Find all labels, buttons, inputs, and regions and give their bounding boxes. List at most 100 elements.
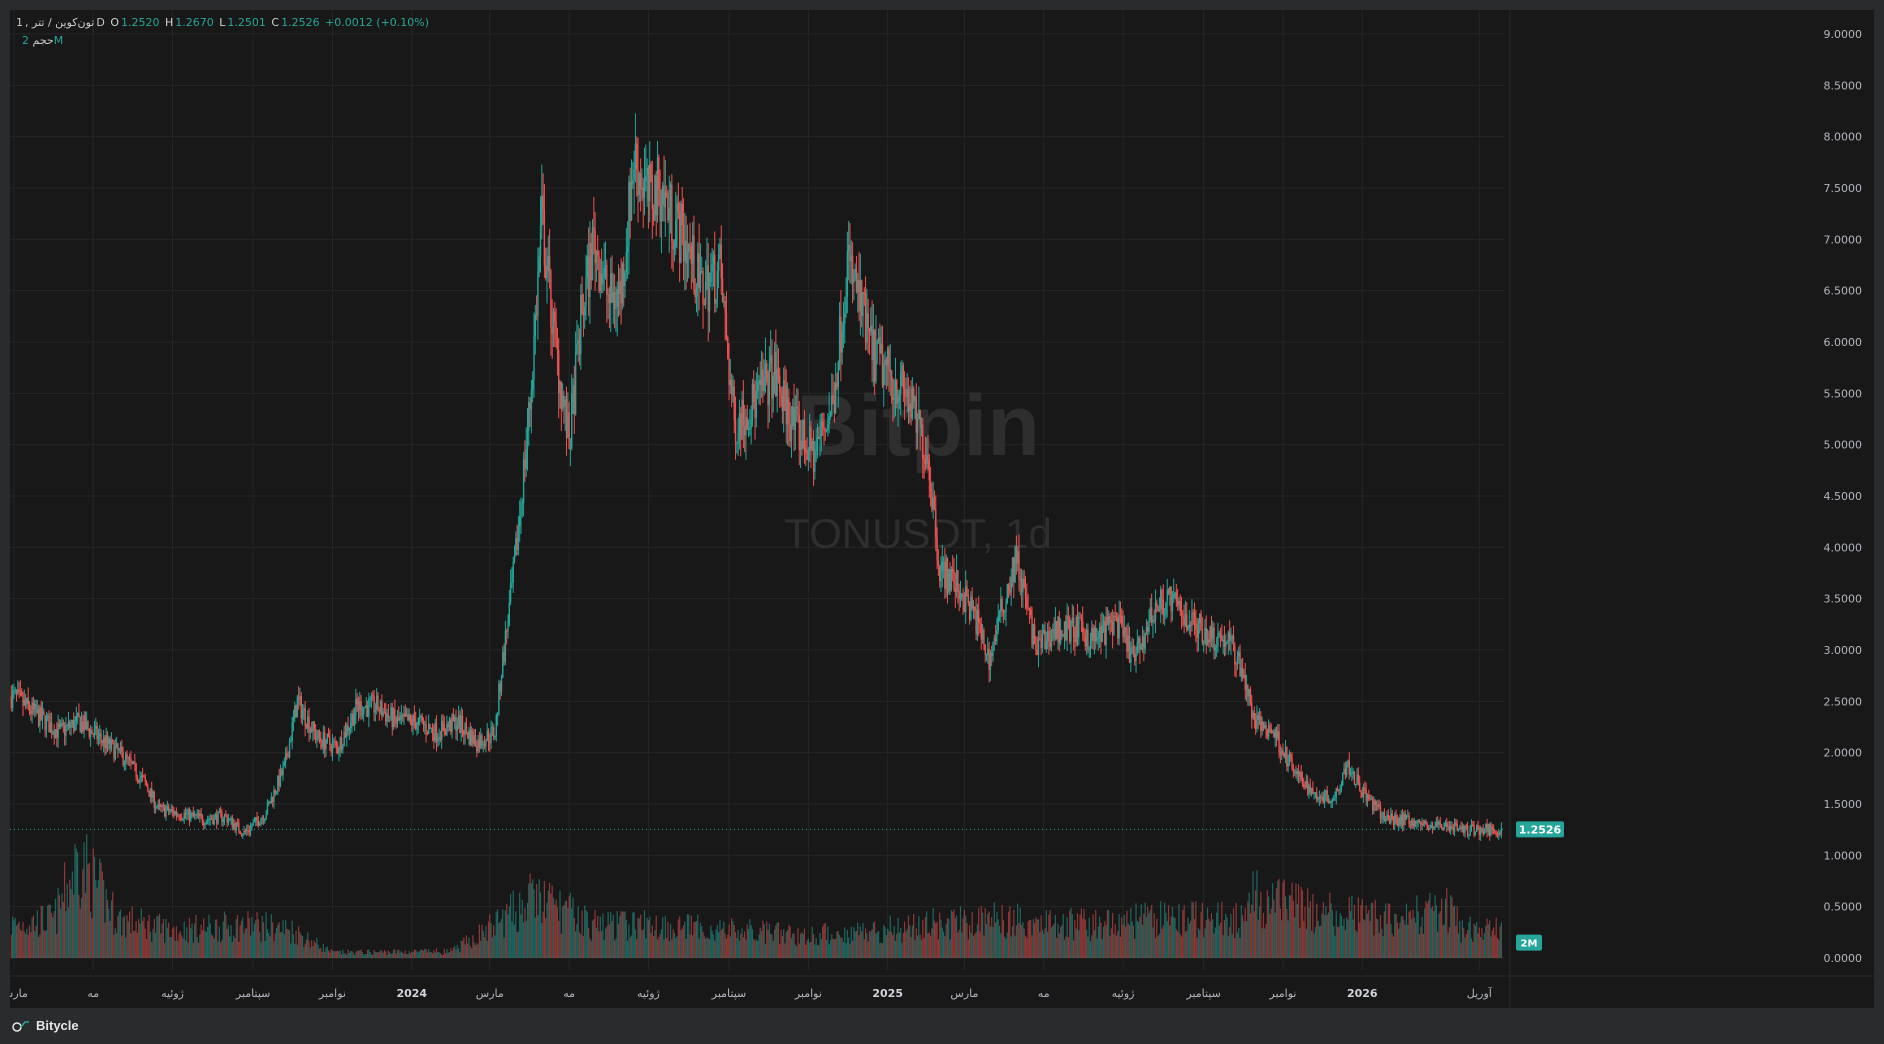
volume-bar (1031, 935, 1033, 958)
candle-body (1394, 814, 1396, 825)
candle-body (508, 602, 511, 626)
candle-body (870, 325, 872, 332)
candle-body (928, 459, 930, 481)
volume-bar (919, 934, 921, 958)
volume-bar (338, 951, 340, 958)
volume-bar (1339, 913, 1341, 958)
volume-bar (38, 936, 40, 958)
candle-body (290, 741, 292, 743)
volume-bar (523, 922, 525, 958)
candle-body (1459, 826, 1461, 829)
volume-bar (455, 949, 457, 958)
candle-body (47, 715, 49, 718)
candle-body (704, 281, 707, 305)
candle-body (489, 742, 491, 744)
volume-bar (859, 926, 861, 958)
volume-bar (1457, 933, 1460, 958)
pair-name[interactable]: تون‌کوین / تتر (32, 16, 95, 29)
candle-body (1136, 642, 1139, 652)
volume-bar (608, 924, 611, 958)
candle-body (550, 271, 552, 327)
volume-bar (961, 932, 963, 958)
footer-brand[interactable]: Bitycle (12, 1018, 79, 1033)
volume-bar (890, 931, 893, 958)
volume-bar (721, 928, 724, 958)
volume-bar (806, 940, 808, 958)
volume-bar (1221, 901, 1223, 958)
volume-bar (989, 926, 991, 958)
candle-body (210, 818, 213, 820)
volume-bar (918, 916, 920, 958)
volume-bar (1242, 914, 1244, 958)
volume-bar (88, 862, 90, 958)
candle-body (637, 169, 639, 196)
candle-body (1110, 620, 1113, 623)
candle-body (217, 811, 219, 824)
volume-bar (1396, 922, 1398, 958)
candle-body (1102, 621, 1105, 625)
volume-bar (402, 952, 404, 958)
candle-body (546, 271, 548, 279)
volume-bar (604, 928, 607, 958)
candle-body (141, 775, 144, 777)
candle-body (1045, 641, 1048, 650)
volume-bar (66, 883, 68, 958)
candle-body (273, 790, 275, 802)
volume-bar (1193, 918, 1196, 958)
volume-bar (179, 931, 181, 958)
volume-bar (764, 944, 767, 958)
volume-bar (226, 929, 228, 958)
volume-bar (815, 937, 817, 958)
volume-bar (1342, 925, 1344, 958)
candle-body (1240, 668, 1243, 677)
volume-bar (322, 944, 324, 958)
volume-bar (74, 844, 76, 958)
candle-body (1439, 821, 1441, 825)
volume-bar (1136, 920, 1138, 958)
volume-bar (1439, 911, 1441, 958)
candle-body (1257, 715, 1259, 721)
volume-bar (968, 925, 971, 958)
price-tick-label: 7.0000 (1824, 233, 1863, 246)
candle-body (1153, 620, 1155, 622)
candle-body (733, 386, 735, 421)
candle-body (516, 538, 518, 551)
candle-body (1395, 814, 1397, 820)
volume-bar (940, 919, 942, 958)
volume-bar (1063, 939, 1066, 958)
volume-bar (389, 952, 391, 958)
candle-body (863, 292, 865, 295)
volume-bar (1374, 899, 1376, 958)
volume-bar (1153, 913, 1155, 958)
volume-bar (377, 952, 379, 958)
volume-bar (693, 922, 695, 958)
volume-bar (666, 937, 668, 958)
volume-bar (654, 930, 656, 958)
volume-bar (906, 929, 908, 958)
chart-pane[interactable] (10, 10, 1874, 1008)
volume-bar (842, 941, 845, 958)
candle-body (932, 497, 934, 510)
candle-body (130, 758, 132, 762)
candle-body (108, 738, 110, 744)
candlestick-chart[interactable]: Bitpin TONUSDT, 1d 9.00008.50008.00007.5… (10, 10, 1874, 1008)
candle-body (257, 820, 260, 826)
candle-body (1335, 788, 1337, 798)
volume-bar (629, 937, 631, 958)
volume-bar (595, 927, 598, 958)
close-value: 1.2526 (281, 16, 320, 29)
candle-body (433, 734, 435, 741)
volume-bar (409, 953, 412, 958)
volume-bar (106, 899, 109, 958)
candle-body (323, 732, 326, 750)
candle-body (93, 728, 96, 735)
volume-bar (620, 911, 622, 958)
candle-body (1039, 638, 1041, 640)
volume-bar (1149, 910, 1151, 958)
candle-body (937, 560, 940, 566)
candle-body (665, 192, 668, 194)
candle-body (451, 714, 453, 733)
candle-body (1158, 609, 1161, 611)
candle-body (143, 775, 145, 778)
candle-body (425, 724, 427, 733)
